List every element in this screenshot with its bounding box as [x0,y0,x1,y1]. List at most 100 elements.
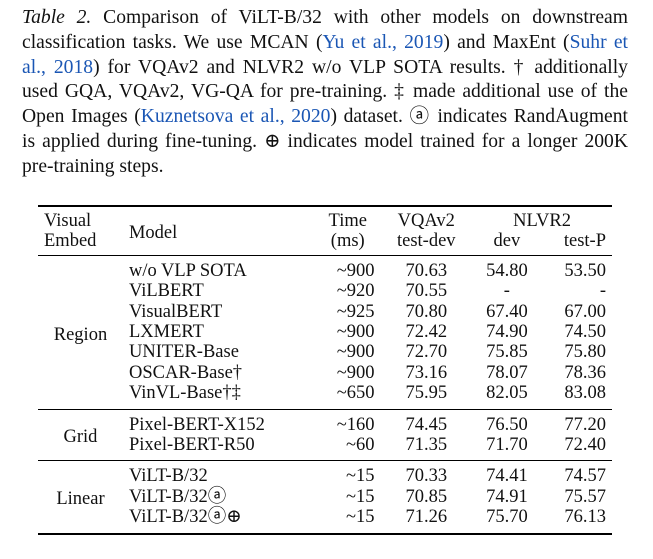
table-cell: 75.85 [486,342,528,363]
table-cell: 71.35 [405,435,448,456]
embed-cell: Region [53,324,108,345]
table-row: ViLBERT ~920 70.55 - - [38,281,612,301]
table-cell: 54.80 [486,260,528,281]
table-cell: 74.91 [486,486,528,507]
table-cell: VisualBERT [128,301,223,322]
table-cell: ~15 [345,507,375,528]
header-cell: test-P [563,231,606,252]
table-cell: ~900 [336,362,375,383]
table-cell: ~15 [345,466,375,487]
table-group: Grid Pixel-BERT-X152 ~160 74.45 76.50 77.20 Pi… [38,409,612,461]
table-cell: 75.70 [486,507,528,528]
caption-label: Table 2. [22,7,92,28]
header-cell: Model [128,222,178,243]
table-cell: 74.45 [405,414,448,435]
table-header: Visual Model Time VQAv2 NLVR2 Embed (ms) test-d… [38,206,612,255]
table-cell: ~900 [336,322,375,343]
table-row: VinVL-Base†‡ ~650 75.95 82.05 83.08 [38,383,612,409]
table-row: Linear ViLT-B/32 ~15 70.33 74.41 74.57 [38,461,612,509]
table-cell: 78.07 [486,362,528,383]
header-cell: test-dev [396,231,456,252]
table-row: Pixel-BERT-R50 ~60 71.35 71.70 72.40 [38,435,612,461]
table-cell: 72.70 [405,342,448,363]
table-cell: 53.50 [564,260,606,281]
caption-text: Comparison of ViLT-B/32 with other model… [22,7,628,53]
table-cell: 72.40 [564,435,606,456]
table-cell: w/o VLP SOTA [128,260,247,281]
table-cell: ~15 [345,486,375,507]
table-cell: 74.50 [564,322,606,343]
table-cell: 75.57 [564,486,606,507]
table-row: ViLT-B/32ⓐ⊕ ~15 71.26 75.70 76.13 [38,507,612,533]
table-cell: 71.26 [405,507,448,528]
table-cell: ~920 [336,281,375,302]
header-cell: NLVR2 [513,211,571,231]
table-cell: 75.95 [405,383,448,404]
table-cell: 70.80 [405,301,448,322]
table-row: ViLT-B/32ⓐ ~15 70.85 74.91 75.57 [38,487,612,507]
header-cell: Embed [44,231,97,252]
table-row: LXMERT ~900 72.42 74.90 74.50 [38,322,612,342]
table-cell: 71.70 [486,435,528,456]
table-cell: 74.57 [564,466,606,487]
table-cell: ViLBERT [128,281,204,302]
table-cell: 76.50 [486,414,528,435]
caption-text: ) and MaxEnt ( [443,31,570,53]
table-row: Region w/o VLP SOTA ~900 70.63 54.80 53.50 [38,255,612,345]
table-cell: 75.80 [564,342,606,363]
table-cell: OSCAR-Base† [128,362,243,383]
table-cell: ViLT-B/32ⓐ [128,486,227,507]
table-cell: 70.85 [405,486,448,507]
table-cell: Pixel-BERT-R50 [128,435,255,456]
table-cell: UNITER-Base [128,342,239,363]
table-caption: Table 2. Comparison of ViLT-B/32 with ot… [22,6,628,180]
table-cell: ~900 [336,342,375,363]
table-cell: 74.90 [486,322,528,343]
caption-text: ) for VQAv2 and NLVR2 w/o VLP SOTA resul… [22,56,628,128]
table-row: Grid Pixel-BERT-X152 ~160 74.45 76.50 77.20 [38,409,612,448]
table-cell: 76.13 [564,507,606,528]
table-cell: 78.36 [564,362,606,383]
table-row: UNITER-Base ~900 72.70 75.85 75.80 [38,342,612,362]
citation: Yu et al., 2019 [322,31,444,53]
header-row: Visual Model Time VQAv2 NLVR2 [38,206,612,243]
table-cell: ViLT-B/32 [128,466,208,487]
table-cell: LXMERT [128,322,204,343]
table-cell: 74.41 [486,466,528,487]
table-cell: ~650 [336,383,375,404]
header-cell: Time [328,211,367,231]
table-cell: VinVL-Base†‡ [128,383,241,404]
header-row: Embed (ms) test-dev dev test-P [38,231,612,255]
table-cell: 83.08 [564,383,606,404]
table-cell: ~60 [345,435,375,456]
table-cell: - [599,281,606,302]
header-cell: (ms) [330,231,365,252]
results-table: Visual Model Time VQAv2 NLVR2 Embed (ms) test-d… [38,205,612,535]
embed-cell: Linear [56,489,105,510]
table-cell: 67.00 [564,301,606,322]
citation: Suhr et al., 2018 [22,31,628,78]
table-cell: 70.63 [405,260,448,281]
table-cell: ~925 [336,301,375,322]
table-cell: 82.05 [486,383,528,404]
table-cell: Pixel-BERT-X152 [128,414,265,435]
caption-text: ) dataset. ⓐ indicates RandAugment is ap… [22,106,628,177]
header-cell: dev [493,231,521,252]
header-cell: Visual [44,211,92,231]
table-row: OSCAR-Base† ~900 73.16 78.07 78.36 [38,363,612,383]
table-cell: ~160 [336,414,375,435]
table-cell: 67.40 [486,301,528,322]
citation: Kuznetsova et al., 2020 [140,106,331,128]
table-group: Linear ViLT-B/32 ~15 70.33 74.41 74.57 ViLT-B/… [38,460,612,534]
table-cell: 72.42 [405,322,448,343]
table-cell: 77.20 [564,414,606,435]
table-cell: 70.55 [405,281,448,302]
table-row: VisualBERT ~925 70.80 67.40 67.00 [38,302,612,322]
table-cell: ~900 [336,260,375,281]
embed-cell: Grid [63,427,98,448]
table-cell: - [503,281,510,302]
table-cell: 73.16 [405,362,448,383]
table-cell: 70.33 [405,466,448,487]
